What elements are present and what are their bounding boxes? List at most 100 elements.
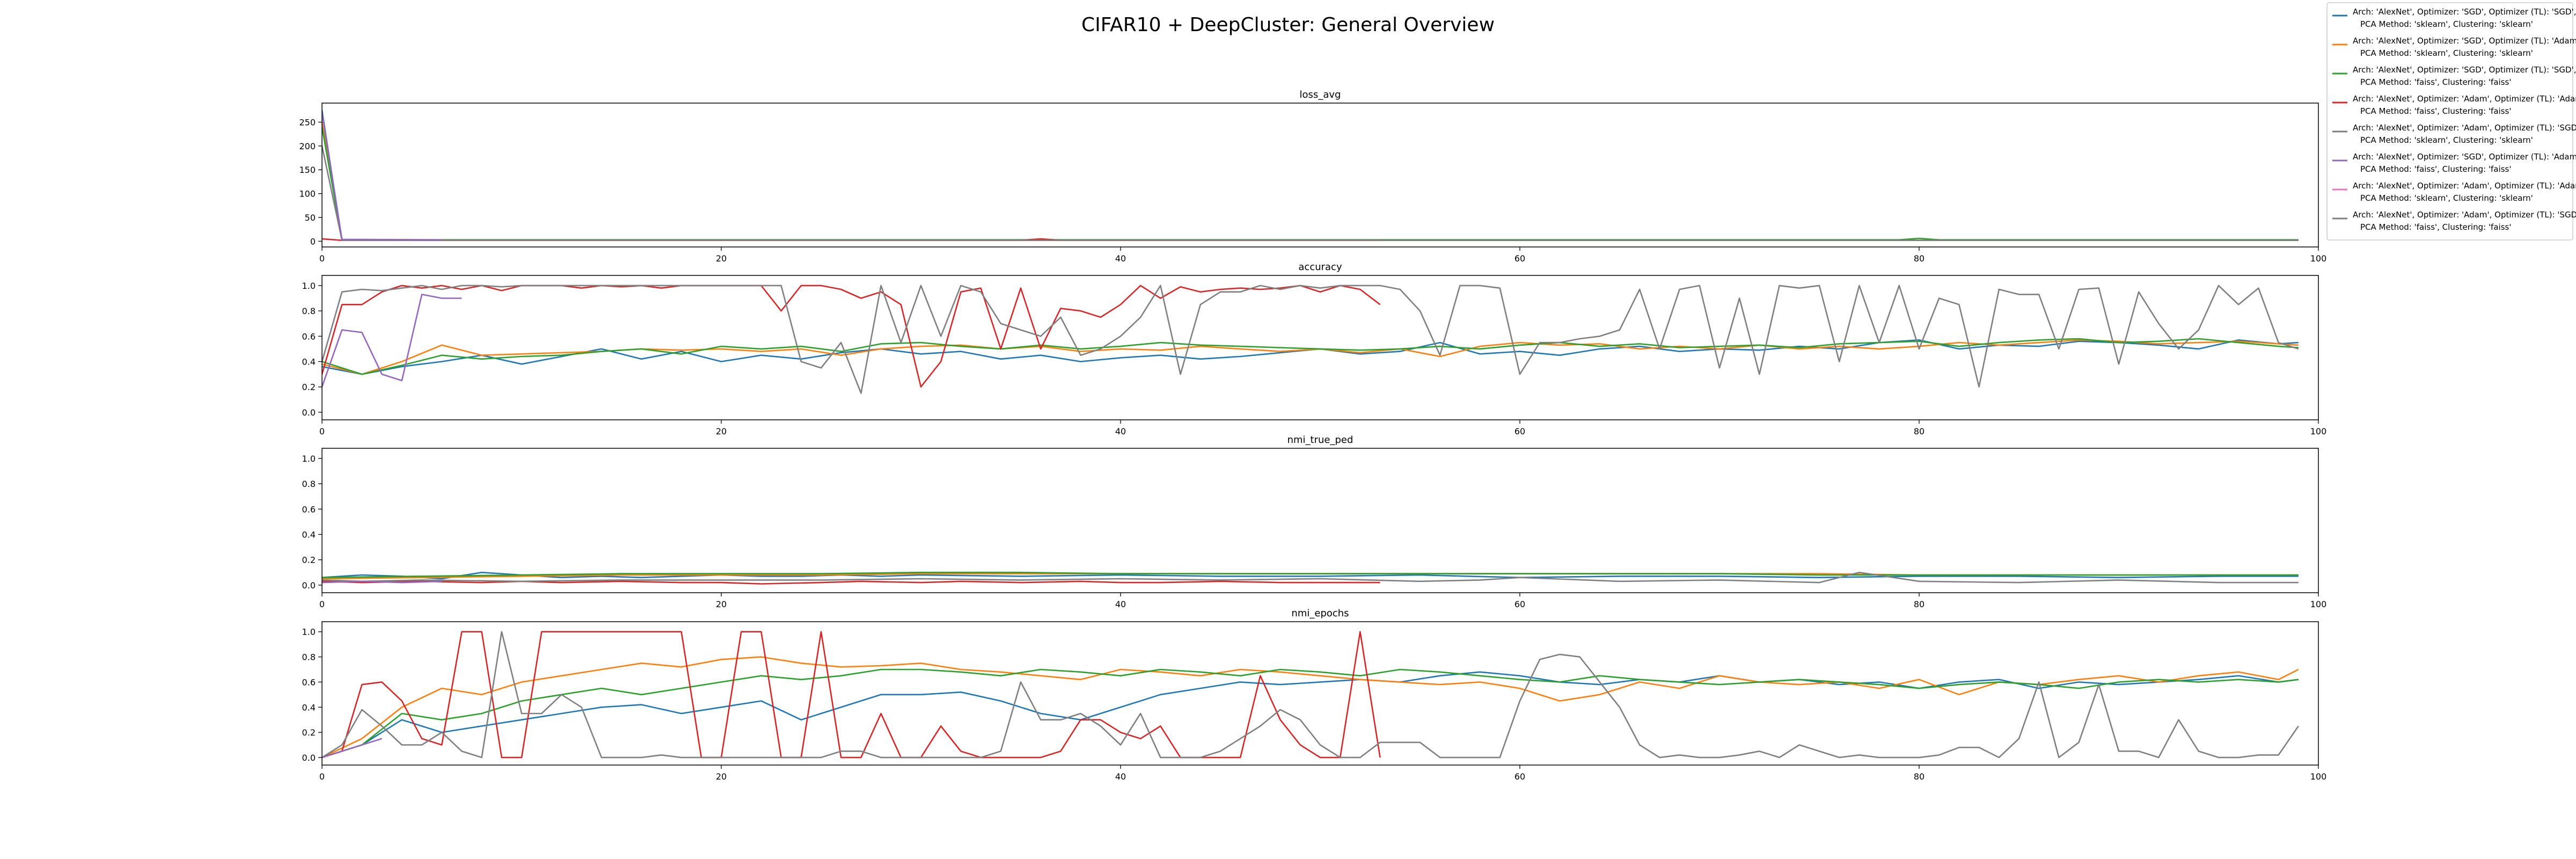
x-tick-label: 100 (2310, 599, 2327, 609)
legend-label-line2: PCA Method: 'faiss', Clustering: 'faiss' (2360, 106, 2511, 116)
series-line-6 (322, 738, 382, 759)
axes-frame (321, 103, 2319, 247)
legend-label-line1: Arch: 'AlexNet', Optimizer: 'Adam', Opti… (2353, 123, 2576, 133)
y-tick-label: 0.2 (302, 727, 316, 738)
series-group (322, 631, 2299, 759)
y-tick-label: 0 (310, 236, 316, 246)
legend-item-1: Arch: 'AlexNet', Optimizer: 'SGD', Optim… (2332, 7, 2576, 29)
y-tick-label: 0.8 (302, 479, 316, 489)
x-tick-label: 60 (1514, 599, 1525, 609)
y-tick-label: 0.2 (302, 382, 316, 392)
y-tick-label: 0.6 (302, 331, 316, 341)
y-tick-label: 0.4 (302, 529, 316, 540)
series-line-5 (322, 631, 2299, 759)
series-line-5 (322, 145, 2299, 241)
legend-label-line2: PCA Method: 'sklearn', Clustering: 'skle… (2360, 135, 2533, 145)
x-tick-label: 60 (1514, 426, 1525, 436)
legend-label-line2: PCA Method: 'sklearn', Clustering: 'skle… (2360, 48, 2533, 58)
series-group (322, 571, 2299, 585)
legend-item-7: Arch: 'AlexNet', Optimizer: 'Adam', Opti… (2332, 181, 2576, 203)
y-tick-label: 0.4 (302, 356, 316, 367)
series-line-2 (322, 122, 2299, 241)
x-tick-label: 0 (319, 771, 325, 782)
x-tick-label: 100 (2310, 253, 2327, 264)
x-tick-label: 0 (319, 253, 325, 264)
y-tick-label: 0.6 (302, 677, 316, 687)
subplot-accuracy: accuracy 0 20 40 60 80 100 0.0 0.2 0.4 0.6 0.8 1.0 (302, 261, 2327, 436)
legend-label-line2: PCA Method: 'sklearn', Clustering: 'skle… (2360, 193, 2533, 203)
legend-item-5: Arch: 'AlexNet', Optimizer: 'Adam', Opti… (2332, 123, 2576, 145)
axes-frame (321, 275, 2319, 420)
legend-label-line2: PCA Method: 'faiss', Clustering: 'faiss' (2360, 164, 2511, 174)
legend-item-6: Arch: 'AlexNet', Optimizer: 'SGD', Optim… (2332, 152, 2576, 174)
y-tick-label: 150 (299, 165, 316, 175)
legend-box (2326, 2, 2573, 241)
subplot-title: accuracy (1298, 261, 1342, 273)
x-tick-label: 0 (319, 426, 325, 436)
legend-label-line1: Arch: 'AlexNet', Optimizer: 'SGD', Optim… (2353, 152, 2576, 162)
series-line-4 (322, 580, 1380, 585)
subplot-nmi_epochs: nmi_epochs 0 20 40 60 80 100 0.0 0.2 0.4 0.6 0.8 1.0 (302, 608, 2327, 782)
series-group (322, 285, 2299, 394)
y-tick-label: 0.6 (302, 504, 316, 514)
series-line-5 (322, 285, 2299, 394)
series-line-2 (322, 339, 2299, 375)
y-tick-label: 0.0 (302, 580, 316, 591)
legend-item-2: Arch: 'AlexNet', Optimizer: 'SGD', Optim… (2332, 36, 2576, 58)
series-line-4 (322, 631, 1381, 759)
x-tick-label: 40 (1115, 771, 1126, 782)
legend-label-line2: PCA Method: 'faiss', Clustering: 'faiss' (2360, 222, 2511, 232)
series-line-3 (322, 338, 2299, 375)
x-tick-label: 20 (716, 426, 727, 436)
series-line-3 (322, 571, 2299, 578)
series-line-1 (322, 671, 2299, 759)
y-tick-label: 100 (299, 189, 316, 199)
x-tick-label: 100 (2310, 771, 2327, 782)
y-tick-label: 0.8 (302, 306, 316, 316)
x-tick-label: 40 (1115, 599, 1126, 609)
subplot-title: nmi_true_ped (1287, 434, 1353, 446)
figure-title: CIFAR10 + DeepCluster: General Overview (1081, 14, 1495, 36)
legend-label-line1: Arch: 'AlexNet', Optimizer: 'SGD', Optim… (2353, 7, 2576, 17)
series-line-6 (322, 580, 442, 584)
legend-label-line1: Arch: 'AlexNet', Optimizer: 'SGD', Optim… (2353, 65, 2576, 75)
x-tick-label: 40 (1115, 426, 1126, 436)
legend-item-8: Arch: 'AlexNet', Optimizer: 'Adam', Opti… (2332, 210, 2576, 232)
series-line-1 (322, 110, 2299, 241)
x-tick-label: 80 (1914, 599, 1924, 609)
series-line-3 (322, 668, 2299, 759)
series-line-2 (322, 656, 2299, 759)
y-tick-label: 0.0 (302, 407, 316, 418)
axes-frame (321, 448, 2319, 593)
y-tick-label: 1.0 (302, 454, 316, 464)
series-line-6 (322, 294, 462, 388)
y-tick-label: 1.0 (302, 281, 316, 291)
y-tick-label: 200 (299, 141, 316, 151)
legend-item-3: Arch: 'AlexNet', Optimizer: 'SGD', Optim… (2332, 65, 2576, 87)
x-tick-label: 20 (716, 253, 727, 264)
x-tick-label: 20 (716, 771, 727, 782)
series-line-5 (322, 571, 2299, 584)
subplot-nmi_true_ped: nmi_true_ped 0 20 40 60 80 100 0.0 0.2 0.4 0.6 0.8 1… (302, 434, 2327, 609)
x-tick-label: 40 (1115, 253, 1126, 264)
x-tick-label: 80 (1914, 771, 1924, 782)
legend-item-4: Arch: 'AlexNet', Optimizer: 'Adam', Opti… (2332, 94, 2576, 116)
x-tick-label: 60 (1514, 771, 1525, 782)
y-tick-label: 50 (305, 213, 316, 223)
y-tick-label: 0.8 (302, 652, 316, 663)
x-tick-label: 20 (716, 599, 727, 609)
legend-label-line1: Arch: 'AlexNet', Optimizer: 'Adam', Opti… (2353, 181, 2576, 191)
series-line-6 (322, 112, 442, 241)
x-tick-label: 60 (1514, 253, 1525, 264)
legend-label-line1: Arch: 'AlexNet', Optimizer: 'Adam', Opti… (2353, 94, 2576, 104)
subplot-title: nmi_epochs (1291, 608, 1349, 619)
y-tick-label: 0.4 (302, 702, 316, 712)
axes-frame (321, 621, 2319, 766)
legend-label-line2: PCA Method: 'faiss', Clustering: 'faiss' (2360, 77, 2511, 87)
x-tick-label: 80 (1914, 253, 1924, 264)
legend-label-line2: PCA Method: 'sklearn', Clustering: 'skle… (2360, 19, 2533, 29)
y-tick-label: 1.0 (302, 627, 316, 637)
y-tick-label: 0.2 (302, 555, 316, 565)
